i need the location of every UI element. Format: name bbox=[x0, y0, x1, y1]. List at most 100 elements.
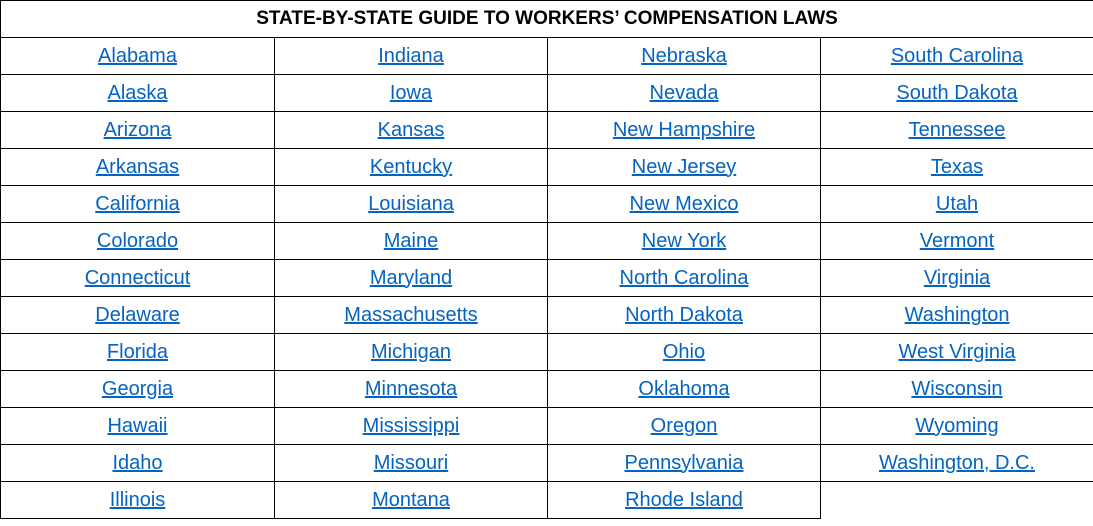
table-row: Florida Michigan Ohio West Virginia bbox=[0, 333, 1093, 371]
table-cell: Alaska bbox=[0, 74, 275, 112]
state-link[interactable]: Indiana bbox=[378, 44, 444, 67]
table-row: Arkansas Kentucky New Jersey Texas bbox=[0, 148, 1093, 186]
state-link[interactable]: Washington bbox=[904, 303, 1010, 326]
table-row: Delaware Massachusetts North Dakota Washing… bbox=[0, 296, 1093, 334]
state-link[interactable]: Hawaii bbox=[107, 414, 168, 437]
state-link[interactable]: Illinois bbox=[109, 488, 166, 511]
table-cell: Arizona bbox=[0, 111, 275, 149]
table-cell: Hawaii bbox=[0, 407, 275, 445]
state-link[interactable]: Maine bbox=[383, 229, 439, 252]
state-link[interactable]: Pennsylvania bbox=[624, 451, 744, 474]
state-link[interactable]: Oklahoma bbox=[638, 377, 730, 400]
state-link[interactable]: Connecticut bbox=[84, 266, 191, 289]
state-link[interactable]: Michigan bbox=[370, 340, 452, 363]
state-link[interactable]: Arizona bbox=[103, 118, 172, 141]
table-row: Alaska Iowa Nevada South Dakota bbox=[0, 74, 1093, 112]
table-cell: Iowa bbox=[274, 74, 548, 112]
table-cell: Wisconsin bbox=[820, 370, 1093, 408]
state-link[interactable]: Kansas bbox=[377, 118, 445, 141]
state-link[interactable]: Arkansas bbox=[95, 155, 180, 178]
table-cell: New Jersey bbox=[547, 148, 821, 186]
state-link[interactable]: West Virginia bbox=[898, 340, 1016, 363]
state-link[interactable]: Tennessee bbox=[908, 118, 1006, 141]
state-link[interactable]: Virginia bbox=[923, 266, 991, 289]
state-link[interactable]: Montana bbox=[372, 488, 450, 511]
table-cell: Florida bbox=[0, 333, 275, 371]
state-link[interactable]: Georgia bbox=[101, 377, 174, 400]
state-link[interactable]: Missouri bbox=[373, 451, 449, 474]
table-cell: Rhode Island bbox=[547, 481, 821, 519]
state-link[interactable]: Wyoming bbox=[915, 414, 999, 437]
table-cell: Louisiana bbox=[274, 185, 548, 223]
state-link[interactable]: Louisiana bbox=[368, 192, 454, 215]
table-cell: Alabama bbox=[0, 37, 275, 75]
table-cell: Kansas bbox=[274, 111, 548, 149]
table-cell: Arkansas bbox=[0, 148, 275, 186]
state-link[interactable]: Idaho bbox=[112, 451, 163, 474]
table-cell: South Dakota bbox=[820, 74, 1093, 112]
table-cell: Georgia bbox=[0, 370, 275, 408]
state-link[interactable]: Utah bbox=[935, 192, 979, 215]
state-link[interactable]: California bbox=[95, 192, 180, 215]
state-link[interactable]: North Dakota bbox=[625, 303, 743, 326]
table-row: Georgia Minnesota Oklahoma Wisconsin bbox=[0, 370, 1093, 408]
table-cell bbox=[820, 481, 1093, 519]
table-cell: Washington, D.C. bbox=[820, 444, 1093, 482]
table-cell: Maine bbox=[274, 222, 548, 260]
table-cell: Pennsylvania bbox=[547, 444, 821, 482]
table-row: Connecticut Maryland North Carolina Virgini… bbox=[0, 259, 1093, 297]
state-link[interactable]: Mississippi bbox=[362, 414, 460, 437]
table-cell: Montana bbox=[274, 481, 548, 519]
state-link[interactable]: Wisconsin bbox=[911, 377, 1003, 400]
title: STATE-BY-STATE GUIDE TO WORKERS’ COMPENS… bbox=[0, 0, 1093, 38]
state-link[interactable]: Nevada bbox=[649, 81, 719, 104]
state-link[interactable]: Rhode Island bbox=[625, 488, 743, 511]
state-link[interactable]: South Dakota bbox=[896, 81, 1018, 104]
table-cell: New Hampshire bbox=[547, 111, 821, 149]
table-cell: Virginia bbox=[820, 259, 1093, 297]
state-link[interactable]: Delaware bbox=[95, 303, 180, 326]
state-link[interactable]: Florida bbox=[106, 340, 169, 363]
table-cell: New York bbox=[547, 222, 821, 260]
state-link[interactable]: Washington, D.C. bbox=[879, 451, 1035, 474]
state-link[interactable]: New Hampshire bbox=[612, 118, 756, 141]
state-link[interactable]: Vermont bbox=[919, 229, 995, 252]
table-cell: New Mexico bbox=[547, 185, 821, 223]
state-link[interactable]: South Carolina bbox=[890, 44, 1024, 67]
state-link[interactable]: Iowa bbox=[389, 81, 433, 104]
state-link[interactable]: Minnesota bbox=[364, 377, 458, 400]
state-link[interactable]: Colorado bbox=[96, 229, 179, 252]
table-cell: Delaware bbox=[0, 296, 275, 334]
state-link[interactable]: Alaska bbox=[107, 81, 168, 104]
table-cell: Massachusetts bbox=[274, 296, 548, 334]
table-cell: Texas bbox=[820, 148, 1093, 186]
state-link[interactable]: Massachusetts bbox=[344, 303, 478, 326]
table-cell: Wyoming bbox=[820, 407, 1093, 445]
state-link[interactable]: Alabama bbox=[98, 44, 177, 67]
table-cell: Idaho bbox=[0, 444, 275, 482]
table-cell: Missouri bbox=[274, 444, 548, 482]
state-link[interactable]: New Mexico bbox=[629, 192, 739, 215]
state-link[interactable]: North Carolina bbox=[619, 266, 749, 289]
table-cell: Nevada bbox=[547, 74, 821, 112]
state-link[interactable]: Texas bbox=[930, 155, 984, 178]
table-cell: Utah bbox=[820, 185, 1093, 223]
table-cell: Mississippi bbox=[274, 407, 548, 445]
table-row: Arizona Kansas New Hampshire Tennessee bbox=[0, 111, 1093, 149]
table-cell: California bbox=[0, 185, 275, 223]
table-cell: Connecticut bbox=[0, 259, 275, 297]
table-row: Alabama Indiana Nebraska South Carolina bbox=[0, 37, 1093, 75]
state-link[interactable]: Maryland bbox=[369, 266, 453, 289]
state-link[interactable]: New York bbox=[641, 229, 727, 252]
table-cell: Nebraska bbox=[547, 37, 821, 75]
state-link[interactable]: New Jersey bbox=[631, 155, 737, 178]
state-link[interactable]: Nebraska bbox=[641, 44, 727, 67]
table-cell: Illinois bbox=[0, 481, 275, 519]
table-cell: Oklahoma bbox=[547, 370, 821, 408]
state-link[interactable]: Ohio bbox=[662, 340, 706, 363]
state-link[interactable]: Oregon bbox=[650, 414, 718, 437]
table-cell: South Carolina bbox=[820, 37, 1093, 75]
state-link[interactable]: Kentucky bbox=[369, 155, 453, 178]
